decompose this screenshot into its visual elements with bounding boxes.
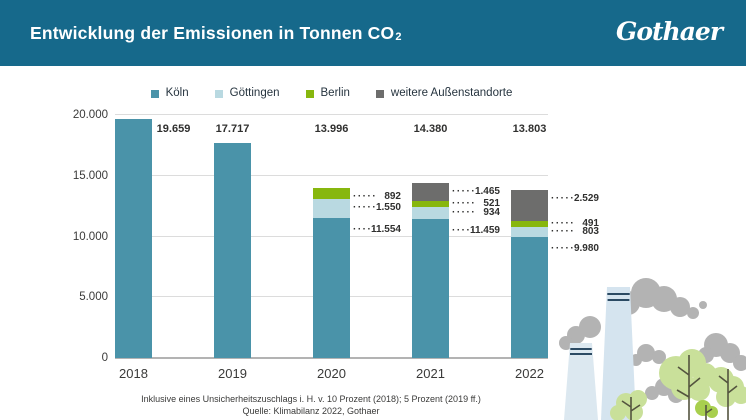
total-label: 13.996: [314, 123, 349, 135]
bar-segment-berlin: [313, 187, 350, 199]
segment-value-label: 521: [483, 198, 500, 210]
bar-segment-g-ttingen: [313, 198, 350, 218]
legend-marker: [375, 89, 384, 98]
x-axis-label: 2020: [317, 366, 346, 381]
legend-item-k-ln: Köln: [150, 86, 189, 101]
bar-segment-k-ln: [214, 142, 251, 358]
chart-legend: Köln Göttingen Berlin weitere Außenstandort…: [115, 86, 548, 101]
legend-marker: [214, 89, 223, 98]
y-axis-tick-label: 0: [101, 352, 108, 364]
leader-dots: ·····: [452, 224, 477, 236]
bar-segment-g-ttingen: [511, 226, 548, 237]
x-axis-line: [115, 357, 548, 359]
gothaer-logo: Gothaer: [615, 17, 723, 46]
bar-segment-weitere-au-enstandorte: [412, 183, 449, 202]
x-axis-label: 2019: [218, 366, 247, 381]
total-label: 13.803: [512, 123, 547, 135]
page-title-text: Entwicklung der Emissionen in Tonnen CO: [30, 22, 395, 43]
x-axis-label: 2021: [416, 366, 445, 381]
leader-dots: ·····: [551, 218, 576, 229]
segment-value-label: 2.529: [573, 193, 599, 205]
gridline: [115, 174, 548, 176]
y-axis-tick-label: 20.000: [72, 109, 108, 121]
legend-item-weitere-au-enstandorte: weitere Außenstandorte: [375, 86, 513, 101]
legend-marker: [305, 89, 314, 98]
segment-value-label: 1.550: [375, 202, 401, 214]
source-note: Quelle: Klimabilanz 2022, Gothaer: [242, 406, 380, 416]
leader-dots: ·····: [353, 202, 378, 214]
legend-item-label: Berlin: [320, 87, 350, 99]
gridline: [115, 114, 548, 115]
legend-item-berlin: Berlin: [305, 86, 350, 101]
total-label: 17.717: [215, 123, 250, 135]
segment-value-label: 11.459: [469, 224, 500, 236]
bar-segment-k-ln: [313, 217, 350, 358]
smoke-cloud-icon: [559, 278, 746, 403]
leader-dots: ·····: [551, 193, 576, 205]
emissions-illustration: [559, 278, 746, 420]
leader-dots: ·····: [551, 225, 576, 237]
footer: Inklusive eines Unsicherheitszuschlags i…: [36, 393, 586, 417]
chimney-icon: [564, 287, 636, 420]
legend-item-g-ttingen: Göttingen: [214, 86, 280, 101]
tree-icon: [610, 349, 746, 420]
bar-segment-berlin: [511, 221, 548, 227]
leader-dots: ·····: [551, 242, 576, 254]
leader-dots: ·····: [452, 198, 477, 210]
leader-dots: ·····: [452, 186, 477, 198]
app-header: Entwicklung der Emissionen in Tonnen CO 2…: [0, 0, 746, 66]
bar-segment-weitere-au-enstandorte: [511, 190, 548, 221]
segment-value-label: 9.980: [573, 242, 599, 254]
x-axis-label: 2022: [515, 366, 544, 381]
legend-item-label: weitere Außenstandorte: [390, 87, 513, 99]
bar-segment-berlin: [412, 201, 449, 208]
legend-marker: [150, 89, 159, 98]
total-label: 19.659: [156, 123, 191, 135]
leader-dots: ·····: [353, 223, 378, 235]
leader-dots: ·····: [452, 207, 477, 219]
total-label: 14.380: [413, 123, 448, 135]
legend-item-label: Köln: [165, 87, 189, 99]
segment-value-label: 11.554: [370, 223, 401, 235]
segment-value-label: 803: [582, 225, 599, 237]
bar-segment-g-ttingen: [412, 207, 449, 219]
footnote: Inklusive eines Unsicherheitszuschlags i…: [141, 394, 481, 404]
leader-dots: ·····: [353, 190, 378, 202]
y-axis-tick-label: 5.000: [79, 291, 108, 304]
segment-value-label: 491: [582, 218, 599, 229]
legend-item-label: Göttingen: [229, 87, 280, 99]
segment-value-label: 892: [384, 190, 401, 202]
segment-value-label: 934: [483, 207, 500, 219]
y-axis-tick-label: 15.000: [72, 169, 108, 182]
bar-segment-k-ln: [412, 218, 449, 358]
y-axis-tick-label: 10.000: [72, 230, 108, 243]
bar-segment-k-ln: [511, 236, 548, 358]
x-axis-label: 2018: [119, 366, 148, 381]
page-title: Entwicklung der Emissionen in Tonnen CO 2: [30, 22, 402, 43]
segment-value-label: 1.465: [474, 186, 500, 198]
bar-segment-k-ln: [115, 119, 152, 358]
